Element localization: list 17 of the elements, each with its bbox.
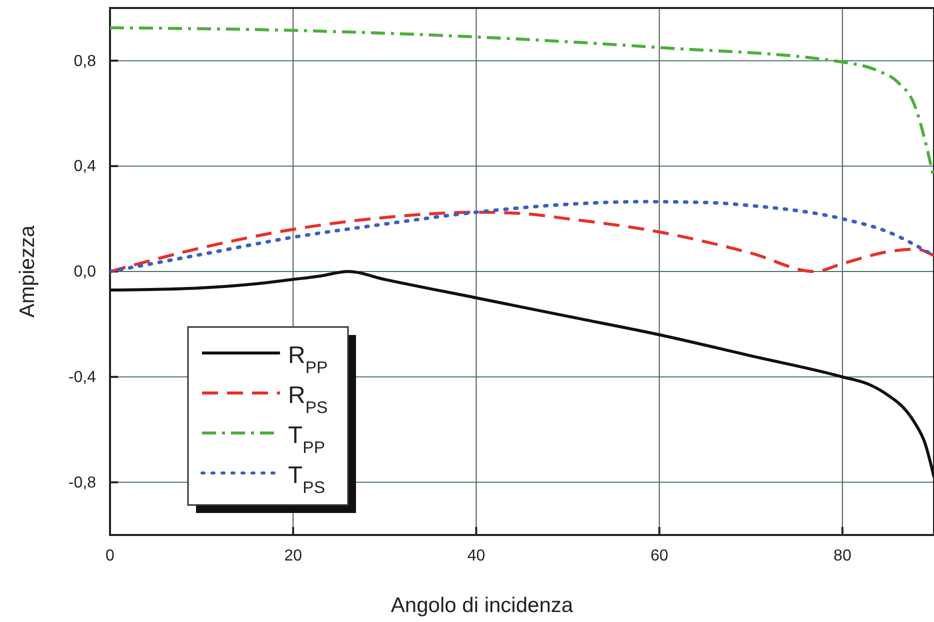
legend-label: T$_{PP}$ bbox=[288, 422, 326, 456]
y-tick-label: 0,8 bbox=[74, 52, 96, 70]
line-series bbox=[110, 210, 934, 273]
y-tick-label: -0,4 bbox=[68, 369, 96, 386]
x-axis-title: Angolo di incidenza bbox=[390, 594, 574, 617]
x-tick-label: 80 bbox=[834, 547, 852, 564]
y-tick-label: -0,8 bbox=[68, 474, 96, 492]
y-tick-label: 0,0 bbox=[74, 264, 96, 281]
x-tick-label: 0 bbox=[106, 547, 115, 564]
x-tick-label: 40 bbox=[467, 547, 486, 564]
x-tick-label: 60 bbox=[650, 547, 668, 564]
legend-label: R$_{PS}$ bbox=[288, 382, 328, 416]
y-tick-label: 0,4 bbox=[74, 158, 96, 176]
x-tick-label: 20 bbox=[284, 547, 302, 564]
legend-label: R$_{PP}$ bbox=[288, 342, 328, 376]
legend-label: T$_{PS}$ bbox=[288, 462, 326, 496]
y-axis-title: Ampiezza bbox=[16, 225, 39, 318]
